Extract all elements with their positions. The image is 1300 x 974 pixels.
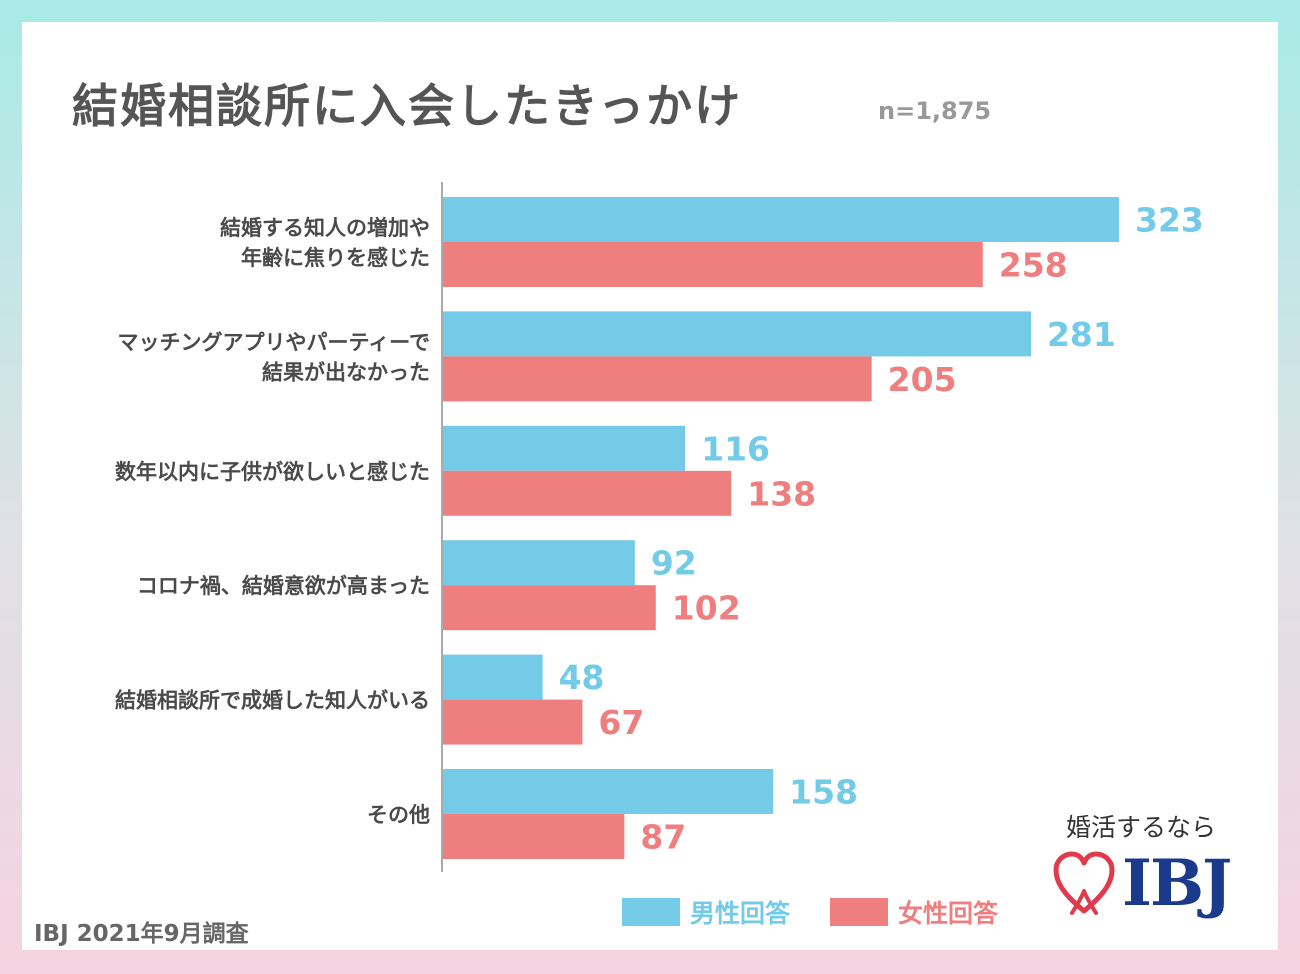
brand-name: IBJ [1122, 846, 1232, 921]
bar-female-1 [442, 356, 872, 402]
value-label-male-1: 281 [1047, 315, 1116, 354]
bar-female-4 [442, 699, 583, 745]
category-label-4: 結婚相談所で成婚した知人がいる [115, 689, 430, 713]
category-label-5: その他 [367, 803, 430, 827]
value-label-male-3: 92 [651, 544, 697, 583]
brand-logo: 婚活するなら IBJ [1052, 802, 1262, 942]
category-label-1-line0: マッチングアプリやパーティーで [118, 330, 430, 354]
legend-label-male: 男性回答 [690, 899, 791, 928]
bar-male-0 [442, 197, 1119, 242]
chart-title: 結婚相談所に入会したきっかけ [72, 79, 743, 133]
value-label-male-5: 158 [789, 773, 858, 812]
bar-female-2 [442, 470, 732, 516]
bar-male-3 [442, 540, 635, 586]
chart-card: 結婚相談所に入会したきっかけ n=1,875 323 258 結婚する知人の増加や年… [22, 22, 1278, 950]
bar-male-2 [442, 425, 686, 471]
category-label-2: 数年以内に子供が欲しいと感じた [115, 460, 430, 484]
legend-item-female: 女性回答 [830, 894, 998, 930]
category-label-0-line1: 年齢に焦りを感じた [241, 246, 430, 270]
bar-male-4 [442, 654, 543, 700]
brand-mark: IBJ [1052, 846, 1232, 921]
category-label-3: コロナ禍、結婚意欲が高まった [137, 574, 430, 598]
legend-swatch-female [830, 898, 889, 926]
value-label-male-2: 116 [701, 429, 770, 468]
value-label-female-1: 205 [888, 360, 957, 399]
legend-label-female: 女性回答 [898, 899, 999, 928]
value-label-female-3: 102 [672, 589, 741, 628]
source-note: IBJ 2021年9月調査 [34, 921, 249, 947]
value-label-female-4: 67 [598, 703, 644, 742]
brand-tagline: 婚活するなら [1066, 813, 1217, 842]
value-label-female-2: 138 [747, 474, 816, 513]
bar-female-0 [442, 242, 983, 287]
value-label-female-5: 87 [640, 818, 686, 857]
legend: 男性回答 女性回答 [622, 894, 1038, 930]
legend-swatch-male [622, 898, 680, 926]
heart-icon [1053, 851, 1115, 915]
value-label-female-0: 258 [999, 246, 1068, 285]
bar-male-5 [442, 769, 774, 814]
category-label-0-line0: 結婚する知人の増加や [220, 216, 430, 240]
bar-female-5 [442, 814, 625, 859]
bar-male-1 [442, 311, 1031, 357]
sample-size: n=1,875 [878, 97, 992, 125]
bar-female-3 [442, 585, 656, 631]
value-label-male-0: 323 [1135, 201, 1204, 240]
legend-item-male: 男性回答 [622, 894, 790, 930]
category-label-1-line1: 結果が出なかった [262, 360, 430, 384]
value-label-male-4: 48 [559, 658, 605, 697]
